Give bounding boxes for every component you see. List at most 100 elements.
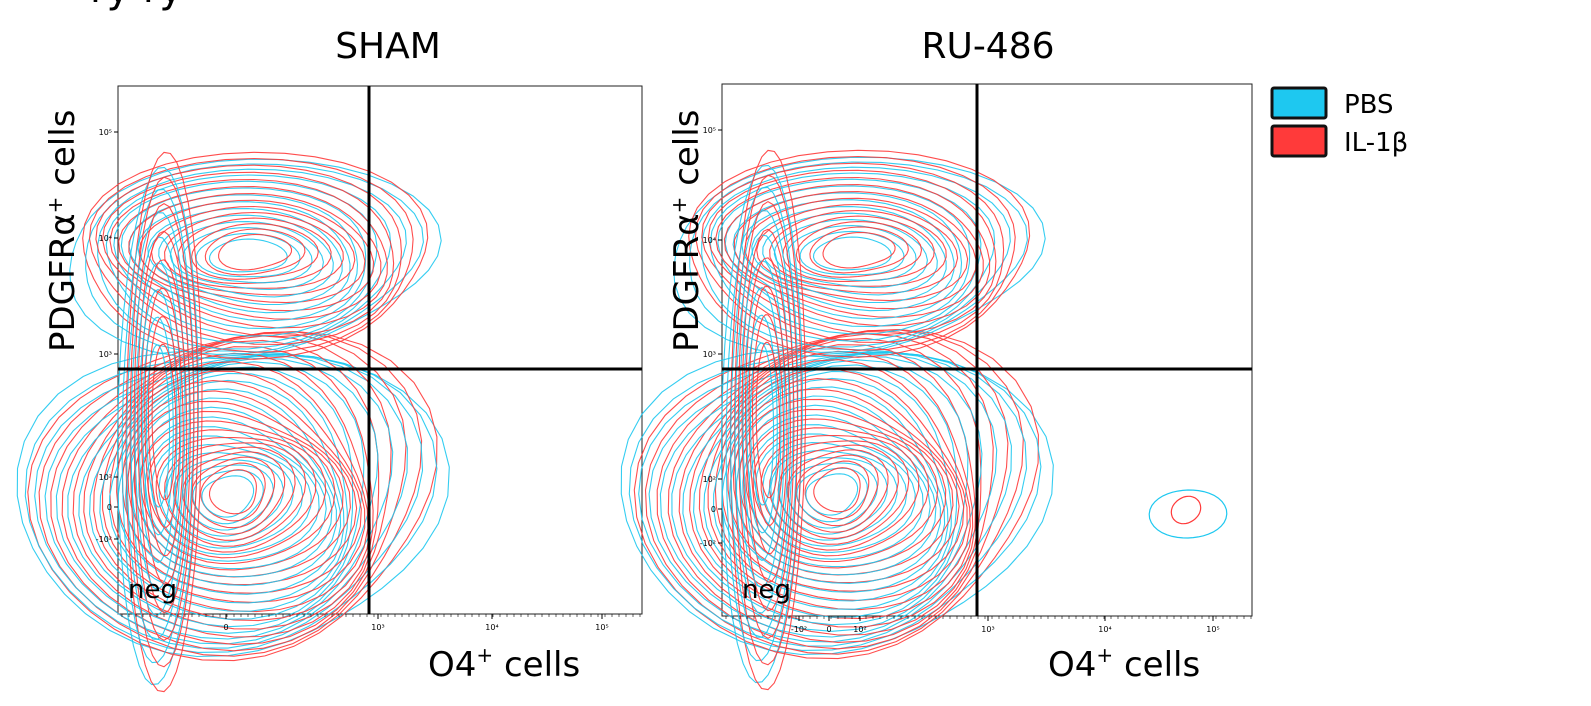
contour-pbs xyxy=(182,227,313,284)
y-tick-label: 10⁴ xyxy=(99,234,112,243)
contour-il1b xyxy=(151,343,177,501)
contour-pbs xyxy=(208,238,288,273)
x-tick-label: 0 xyxy=(826,625,831,634)
contour-pbs xyxy=(721,164,803,684)
contour-il1b xyxy=(737,200,799,640)
x-tick-label: 10³ xyxy=(371,623,384,632)
contour-il1b xyxy=(723,184,984,318)
x-tick-label: 10⁵ xyxy=(1206,625,1219,634)
contour-il1b xyxy=(137,230,191,614)
y-axis-label: PDGFRα+ cells xyxy=(667,110,707,352)
contour-pbs xyxy=(117,166,199,686)
contour-il1b xyxy=(129,176,199,668)
contour-pbs xyxy=(138,416,327,570)
contour-pbs xyxy=(741,199,955,312)
contour-pbs xyxy=(732,192,963,320)
contour-il1b xyxy=(172,446,296,541)
contour-il1b xyxy=(751,314,785,526)
contour-il1b xyxy=(164,442,307,547)
contour-il1b xyxy=(133,202,195,642)
contour-il1b xyxy=(127,400,351,578)
contour-pbs xyxy=(55,355,394,640)
contour-il1b xyxy=(147,316,181,528)
cropped-header-text: ry ry xyxy=(90,0,183,12)
contour-il1b xyxy=(745,418,939,563)
x-tick-label: 0 xyxy=(223,623,228,632)
contour-pbs xyxy=(693,364,958,618)
y-tick-label: 10² xyxy=(703,475,716,484)
contour-pbs xyxy=(751,206,947,304)
contour-il1b xyxy=(1170,495,1202,525)
contour-pbs xyxy=(78,361,365,628)
contour-il1b xyxy=(748,285,788,555)
panel-sham: SHAM 0 10³ 10⁴ 10⁵ 10⁵ 10⁴ 10³ 10² 0 -10² neg PDG… xyxy=(16,26,643,693)
contour-il1b xyxy=(101,361,369,613)
contour-pbs xyxy=(729,395,941,584)
contour-pbs xyxy=(69,158,442,360)
contour-il1b xyxy=(678,337,982,636)
contour-pbs xyxy=(725,186,799,662)
contour-il1b xyxy=(714,368,968,601)
contour-il1b xyxy=(733,191,977,310)
contour-pbs xyxy=(762,442,908,547)
contour-pbs xyxy=(703,370,952,610)
x-axis-label: O4+ cells xyxy=(428,643,580,685)
contour-pbs xyxy=(673,156,1046,358)
contour-il1b xyxy=(755,341,781,499)
legend-label-il1b: IL-1β xyxy=(1344,128,1408,158)
x-tick-label: 10⁴ xyxy=(485,623,498,632)
contour-il1b xyxy=(101,171,395,338)
contour-il1b xyxy=(813,467,861,513)
contour-il1b xyxy=(38,331,423,657)
contour-il1b xyxy=(200,462,266,522)
contour-pbs xyxy=(108,379,345,604)
contour-il1b xyxy=(694,155,1016,351)
x-tick-label: 10⁴ xyxy=(1098,625,1111,634)
y-tick-label: 0 xyxy=(711,505,716,514)
contour-il1b xyxy=(667,333,994,643)
contour-layer xyxy=(16,151,450,693)
contour-pbs xyxy=(113,180,378,337)
legend-swatch-il1b xyxy=(1270,124,1328,158)
contour-il1b xyxy=(698,350,974,620)
contour-pbs xyxy=(142,316,174,536)
contour-pbs xyxy=(183,464,274,531)
contour-pbs xyxy=(770,450,898,541)
contour-layer xyxy=(620,149,1228,691)
contour-il1b xyxy=(644,329,1024,655)
contour-il1b xyxy=(155,436,317,553)
y-axis-label: PDGFRα+ cells xyxy=(43,110,83,352)
contour-il1b xyxy=(741,228,795,612)
contour-il1b xyxy=(822,231,896,269)
contour-pbs xyxy=(121,188,195,664)
contour-il1b xyxy=(809,226,909,274)
panel-title: RU-486 xyxy=(921,26,1054,67)
contour-pbs xyxy=(659,353,998,638)
contour-pbs xyxy=(134,262,182,590)
contour-pbs xyxy=(158,444,304,549)
contour-pbs xyxy=(638,351,1028,647)
contour-pbs xyxy=(734,234,790,614)
contour-il1b xyxy=(109,370,366,603)
contour-il1b xyxy=(760,434,920,551)
contour-pbs xyxy=(128,194,359,322)
contour-il1b xyxy=(72,339,380,638)
y-tick-label: -10² xyxy=(700,539,716,548)
y-tick-label: 10⁴ xyxy=(703,236,716,245)
contour-pbs xyxy=(174,459,284,537)
contour-pbs xyxy=(138,288,178,564)
contour-pbs xyxy=(812,236,892,271)
contour-il1b xyxy=(656,331,1009,650)
contour-pbs xyxy=(738,260,786,588)
contour-il1b xyxy=(140,259,188,585)
contour-il1b xyxy=(93,352,371,622)
contour-pbs xyxy=(742,286,782,562)
tick-layer: 0 10³ 10⁴ 10⁵ 10⁵ 10⁴ 10³ 10² 0 -10² xyxy=(96,128,641,632)
contour-il1b xyxy=(707,359,971,611)
contour-il1b xyxy=(715,176,991,327)
contour-il1b xyxy=(191,223,319,280)
y-tick-label: 10³ xyxy=(703,350,716,359)
x-tick-label: 10⁵ xyxy=(595,623,608,632)
panel-ru486: RU-486 -10² 0 10² 10³ 10⁴ 10⁵10⁵10⁴10³10²0-10… xyxy=(620,26,1253,691)
